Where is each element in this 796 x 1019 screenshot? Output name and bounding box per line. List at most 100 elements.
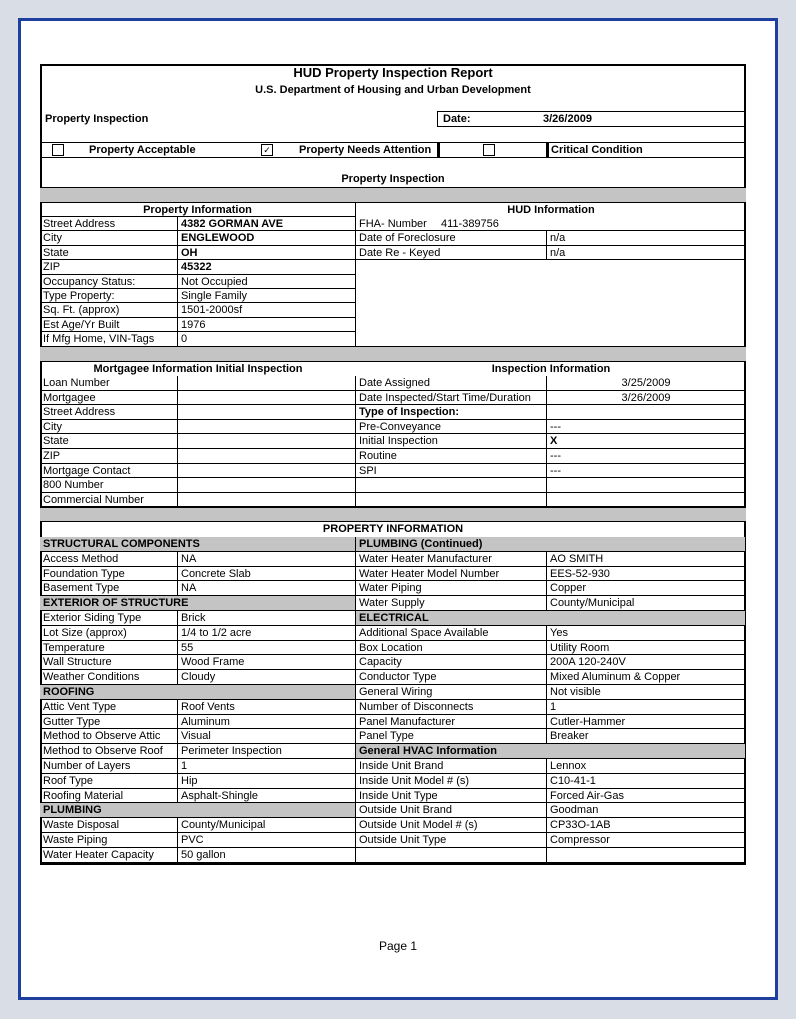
gray-bar bbox=[40, 507, 746, 522]
field-value: C10-41-1 bbox=[547, 773, 746, 789]
field-value: ENGLEWOOD bbox=[178, 231, 356, 246]
field-value: 1/4 to 1/2 acre bbox=[178, 625, 356, 641]
field-value: 0 bbox=[178, 332, 356, 347]
field-value: AO SMITH bbox=[547, 551, 746, 567]
field-value: Brick bbox=[178, 611, 356, 626]
field-label: Mortgage Contact bbox=[40, 463, 178, 479]
field-label: Lot Size (approx) bbox=[40, 625, 178, 641]
field-label: City bbox=[40, 419, 178, 435]
field-value: Aluminum bbox=[178, 714, 356, 730]
field-label: Waste Piping bbox=[40, 833, 178, 848]
field-label: Street Address bbox=[40, 405, 178, 420]
field-value: 50 gallon bbox=[178, 847, 356, 863]
field-value: Yes bbox=[547, 625, 746, 641]
field-label: State bbox=[40, 245, 178, 261]
field-value: --- bbox=[547, 419, 746, 435]
field-value: EES-52-930 bbox=[547, 566, 746, 582]
field-label: Routine bbox=[356, 449, 547, 464]
field-label: Street Address bbox=[40, 217, 178, 232]
empty-cell bbox=[547, 492, 746, 508]
field-label: Foundation Type bbox=[40, 566, 178, 582]
field-label: Conductor Type bbox=[356, 670, 547, 685]
field-value: n/a bbox=[547, 245, 746, 261]
field-label: Roof Type bbox=[40, 773, 178, 789]
status-label: Property Needs Attention bbox=[299, 144, 432, 156]
section-heading: General HVAC Information bbox=[356, 744, 746, 759]
field-label: City bbox=[40, 231, 178, 246]
divider bbox=[546, 142, 549, 158]
field-label: Panel Type bbox=[356, 729, 547, 745]
gray-bar bbox=[40, 346, 746, 362]
field-value: 3/25/2009 bbox=[547, 376, 746, 391]
checkbox bbox=[483, 144, 495, 156]
field-value: Goodman bbox=[547, 803, 746, 819]
field-label: Waste Disposal bbox=[40, 818, 178, 833]
field-label: Initial Inspection bbox=[356, 434, 547, 449]
field-value: Roof Vents bbox=[178, 699, 356, 715]
field-label: Temperature bbox=[40, 640, 178, 656]
field-label: Mortgagee bbox=[40, 390, 178, 406]
field-value: Utility Room bbox=[547, 640, 746, 656]
field-value: Lennox bbox=[547, 759, 746, 774]
field-value bbox=[178, 463, 356, 479]
field-label: Occupancy Status: bbox=[40, 274, 178, 289]
table-header: Mortgagee Information Initial Inspection bbox=[93, 363, 303, 375]
field-value: 3/26/2009 bbox=[547, 390, 746, 406]
page-number: Page 1 bbox=[378, 939, 418, 953]
field-value bbox=[178, 492, 356, 508]
field-label: Date of Foreclosure bbox=[356, 231, 547, 246]
checkbox: ✓ bbox=[261, 144, 273, 156]
field-label: General Wiring bbox=[356, 685, 547, 700]
field-label: ZIP bbox=[40, 449, 178, 464]
field-label: Additional Space Available bbox=[356, 625, 547, 641]
field-value: Breaker bbox=[547, 729, 746, 745]
report-title: HUD Property Inspection Report bbox=[293, 66, 493, 80]
field-label: Pre-Conveyance bbox=[356, 419, 547, 435]
section-heading: PLUMBING (Continued) bbox=[356, 537, 746, 552]
field-label: Method to Observe Attic bbox=[40, 729, 178, 745]
field-value: OH bbox=[178, 245, 356, 261]
field-value: 200A 120-240V bbox=[547, 655, 746, 671]
field-value bbox=[178, 405, 356, 420]
field-value: 1976 bbox=[178, 317, 356, 333]
field-value bbox=[178, 434, 356, 449]
field-label: Roofing Material bbox=[40, 788, 178, 804]
field-value: 1501-2000sf bbox=[178, 303, 356, 318]
field-value: n/a bbox=[547, 231, 746, 246]
field-value: --- bbox=[547, 463, 746, 479]
field-label: Date Re - Keyed bbox=[356, 245, 547, 261]
field-value: Concrete Slab bbox=[178, 566, 356, 582]
field-label: ZIP bbox=[40, 260, 178, 275]
field-value: X bbox=[547, 434, 746, 449]
field-value: CP33O-1AB bbox=[547, 818, 746, 833]
table-header: Property Information bbox=[40, 203, 356, 217]
report-subtitle: U.S. Department of Housing and Urban Dev… bbox=[255, 84, 531, 96]
field-value: County/Municipal bbox=[547, 596, 746, 611]
field-value: 55 bbox=[178, 640, 356, 656]
field-value: Forced Air-Gas bbox=[547, 788, 746, 804]
field-label: If Mfg Home, VIN-Tags bbox=[40, 332, 178, 347]
field-label: Outside Unit Type bbox=[356, 833, 547, 848]
field-label: Capacity bbox=[356, 655, 547, 671]
field-value: Asphalt-Shingle bbox=[178, 788, 356, 804]
field-label: Sq. Ft. (approx) bbox=[40, 303, 178, 318]
field-label: SPI bbox=[356, 463, 547, 479]
field-label: Outside Unit Brand bbox=[356, 803, 547, 819]
date-label: Date: bbox=[443, 113, 471, 125]
field-value: Compressor bbox=[547, 833, 746, 848]
field-value: 411-389756 bbox=[441, 218, 499, 230]
field-value: 4382 GORMAN AVE bbox=[178, 217, 356, 232]
field-label: Inside Unit Brand bbox=[356, 759, 547, 774]
field-label: Water Piping bbox=[356, 581, 547, 597]
section-heading: PLUMBING bbox=[40, 803, 356, 819]
field-value: PVC bbox=[178, 833, 356, 848]
field-label: 800 Number bbox=[40, 478, 178, 493]
field-value: Not Occupied bbox=[178, 274, 356, 289]
field-value bbox=[178, 478, 356, 493]
field-value bbox=[178, 449, 356, 464]
empty-cell bbox=[547, 478, 746, 493]
field-value: Mixed Aluminum & Copper bbox=[547, 670, 746, 685]
section-label: Property Inspection bbox=[45, 113, 149, 125]
status-label: Property Acceptable bbox=[89, 144, 196, 156]
field-value: 1 bbox=[547, 699, 746, 715]
